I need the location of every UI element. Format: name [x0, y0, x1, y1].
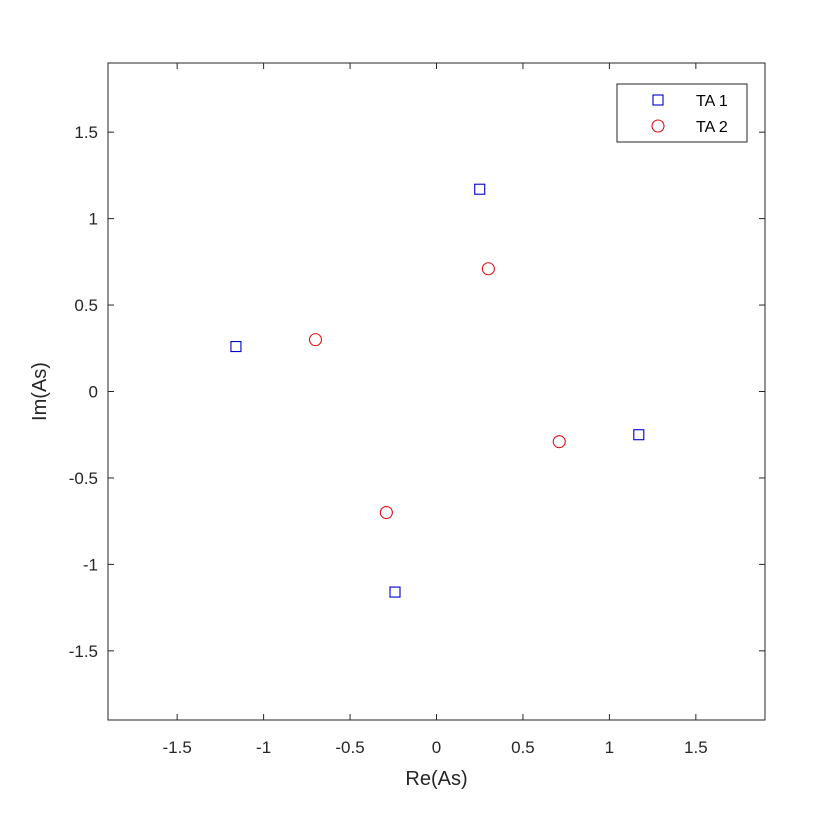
y-tick-label: 1.5: [74, 123, 98, 142]
circle-data-point: [481, 262, 495, 276]
square-data-point: [474, 183, 486, 195]
square-data-point: [633, 429, 645, 441]
y-tick-label: -1.5: [69, 642, 98, 661]
y-tick-label: -1: [83, 555, 98, 574]
circle-data-point: [552, 435, 566, 449]
x-tick-label: -0.5: [335, 738, 364, 757]
legend-label: TA 1: [696, 93, 728, 110]
square-data-point: [389, 586, 401, 598]
x-tick-label: -1.5: [163, 738, 192, 757]
legend-items: TA 1 TA 2: [651, 93, 728, 136]
circle-data-point: [308, 333, 323, 347]
x-tick-labels: -1.5 -1 -0.5 0 0.5 1 1.5: [163, 738, 708, 757]
x-tick-label: 1: [605, 738, 614, 757]
x-axis-label: Re(As): [405, 768, 467, 790]
x-tick-label: 0: [432, 738, 441, 757]
square-data-point: [230, 340, 242, 353]
y-tick-labels: -1.5 -1 -0.5 0 0.5 1 1.5: [69, 123, 98, 661]
y-tick-label: -0.5: [69, 469, 98, 488]
x-tick-label: 0.5: [511, 738, 535, 757]
legend-box: [616, 83, 748, 143]
legend-marker-square: [652, 94, 664, 106]
plot-area: [108, 63, 765, 720]
y-axis-label: Im(As): [29, 362, 51, 421]
plot-frame: [107, 62, 766, 721]
legend: TA 1 TA 2: [616, 83, 748, 143]
y-tick-label: 0: [89, 383, 98, 402]
y-tick-label: 0.5: [74, 296, 98, 315]
axis-ticks: [108, 63, 765, 720]
circle-data-point: [379, 505, 393, 520]
legend-marker-circle: [651, 119, 665, 133]
legend-label: TA 2: [696, 119, 728, 136]
x-tick-label: 1.5: [684, 738, 708, 757]
y-tick-label: 1: [89, 210, 98, 229]
data-points: [230, 183, 645, 598]
x-tick-label: -1: [256, 738, 271, 757]
